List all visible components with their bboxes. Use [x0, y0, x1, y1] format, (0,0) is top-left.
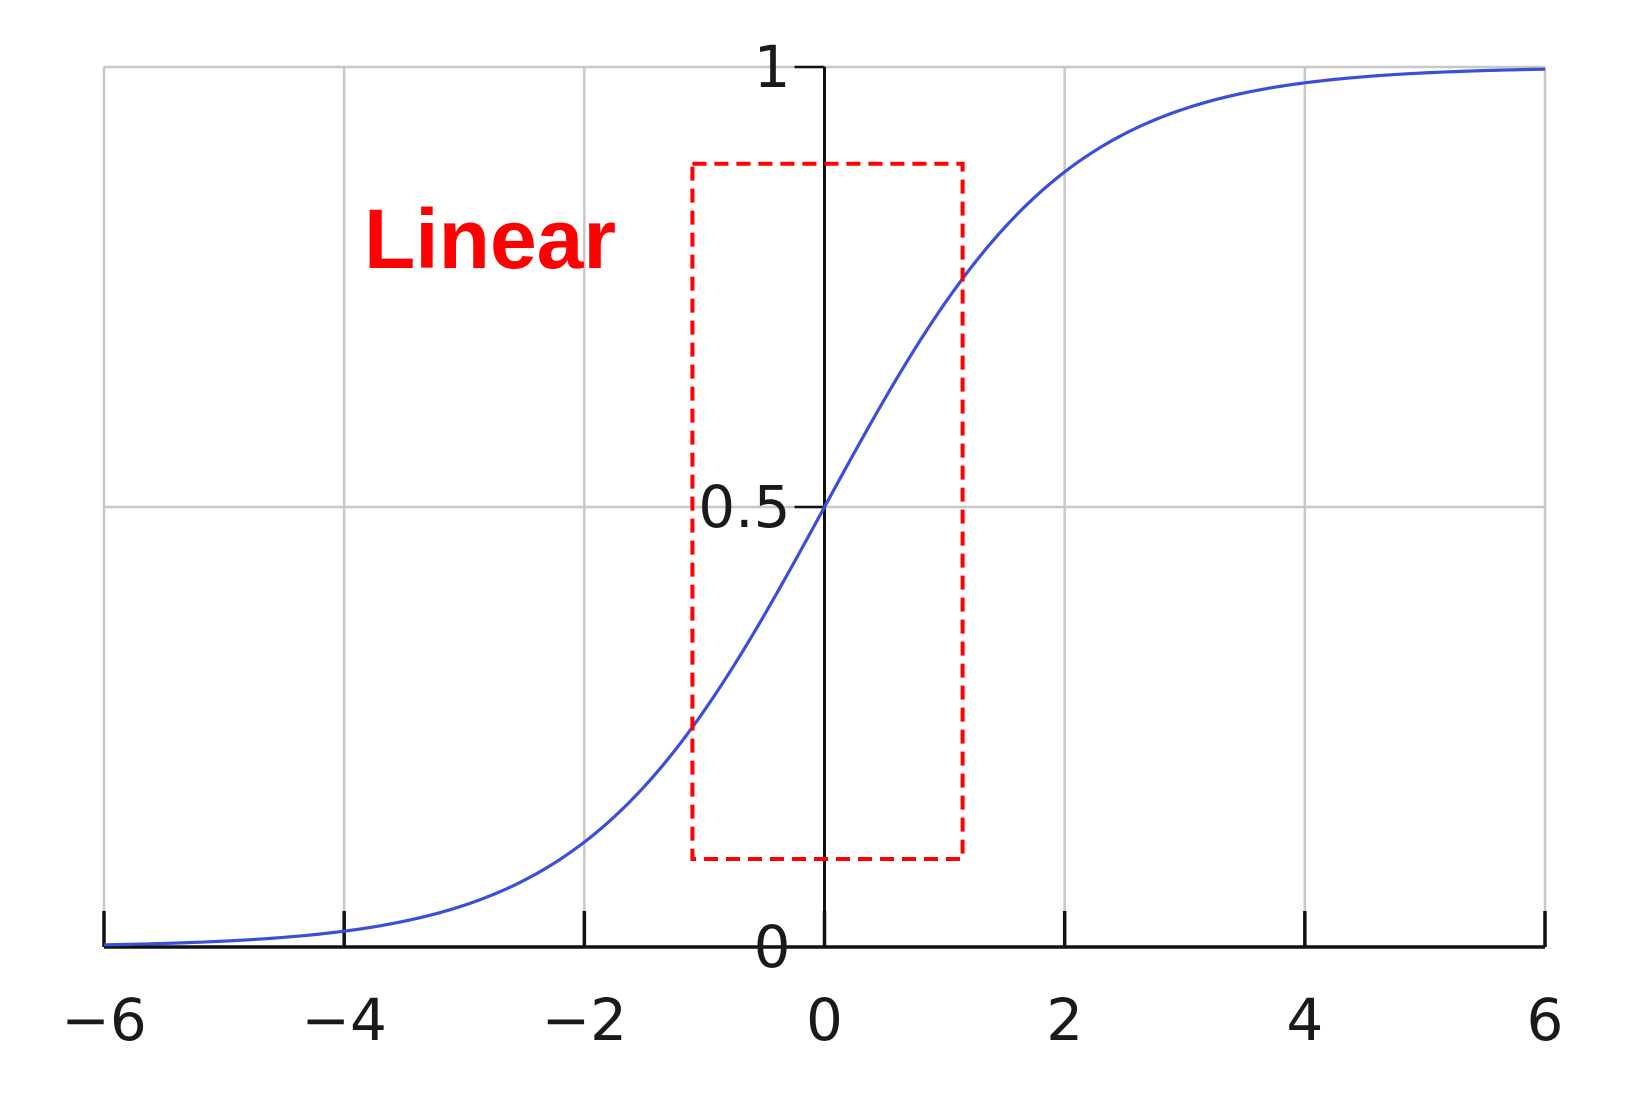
sigmoid-curve	[103, 67, 1546, 947]
y-tick-label: 1	[754, 33, 791, 101]
x-tick-label: 2	[1046, 986, 1083, 1054]
x-tick-label: −6	[61, 986, 147, 1054]
x-tick-label: 0	[806, 986, 843, 1054]
x-tick-label: 6	[1527, 986, 1564, 1054]
linear-annotation-label: Linear	[364, 192, 616, 286]
linear-region-box	[690, 161, 965, 862]
x-tick-label: −2	[542, 986, 628, 1054]
series-layer	[103, 67, 1546, 947]
x-tick-label: 4	[1286, 986, 1323, 1054]
y-tick-label: 0	[754, 913, 791, 981]
y-tick-label: 0.5	[698, 473, 790, 541]
annotation-layer: Linear	[364, 161, 965, 862]
x-tick-label: −4	[301, 986, 387, 1054]
tick-labels: −6 −4 −2 0 2 4 6 0 0.5 1	[61, 33, 1563, 1054]
